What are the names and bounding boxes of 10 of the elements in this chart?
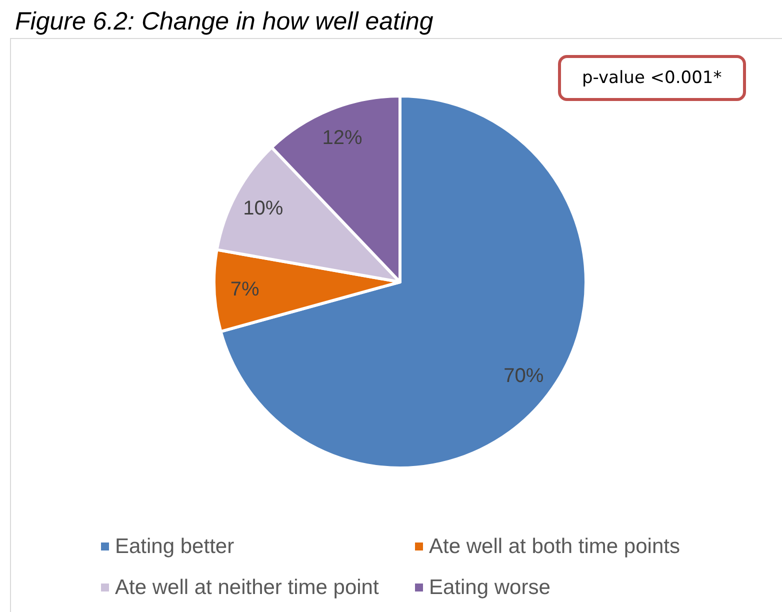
text: p-value <0.001*: [582, 68, 722, 88]
legend-label: Ate well at neither time point: [115, 576, 379, 599]
data-label: 12%: [322, 126, 363, 149]
data-label: 70%: [504, 365, 544, 388]
legend-label: Ate well at both time points: [429, 535, 680, 558]
data-label: 7%: [230, 278, 260, 300]
legend-label: Eating worse: [429, 576, 550, 599]
chart-title: Figure 6.2: Change in how well eating: [15, 8, 434, 36]
legend-label: Eating better: [115, 535, 234, 558]
data-label: 10%: [243, 198, 284, 220]
